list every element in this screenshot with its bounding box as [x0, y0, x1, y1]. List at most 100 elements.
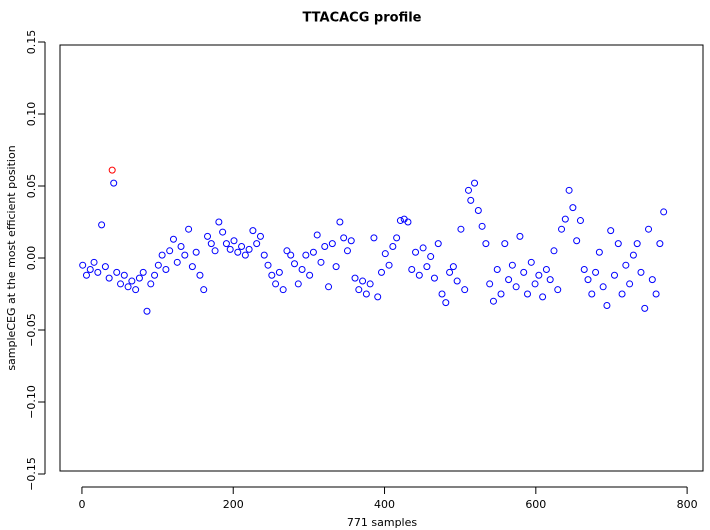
chart-title: TTACACG profile [303, 11, 422, 26]
point [90, 258, 98, 266]
point [393, 234, 401, 242]
point [366, 280, 374, 288]
point [120, 271, 128, 279]
point [253, 240, 261, 248]
point [241, 251, 249, 259]
point [336, 218, 344, 226]
point [128, 277, 136, 285]
point [446, 268, 454, 276]
point [188, 263, 196, 271]
point [313, 231, 321, 239]
y-tick-label: 0.05 [25, 174, 38, 199]
point [478, 222, 486, 230]
point [196, 271, 204, 279]
point [637, 268, 645, 276]
point [542, 266, 550, 274]
point [595, 248, 603, 256]
point [151, 271, 159, 279]
point [340, 234, 348, 242]
point [374, 293, 382, 301]
point [527, 258, 535, 266]
point [154, 261, 162, 269]
point [181, 251, 189, 259]
point [482, 240, 490, 248]
point [645, 225, 653, 233]
point [82, 271, 90, 279]
point [580, 266, 588, 274]
point [132, 286, 140, 294]
point [588, 290, 596, 298]
point [222, 240, 230, 248]
y-tick-label: −0.05 [25, 313, 38, 347]
point [584, 276, 592, 284]
point [516, 232, 524, 240]
point [618, 290, 626, 298]
point [512, 283, 520, 291]
point [306, 271, 314, 279]
point [275, 268, 283, 276]
point [211, 247, 219, 255]
point [614, 240, 622, 248]
y-tick-label: 0.15 [25, 30, 38, 55]
x-tick-label: 0 [78, 498, 85, 511]
point [113, 268, 121, 276]
point [505, 276, 513, 284]
point [105, 274, 113, 282]
point [370, 234, 378, 242]
point [652, 290, 660, 298]
point [79, 261, 87, 269]
point [98, 221, 106, 229]
point [362, 290, 370, 298]
point [166, 247, 174, 255]
point [565, 186, 573, 194]
point [264, 261, 272, 269]
point [283, 247, 291, 255]
point [143, 307, 151, 315]
point [192, 248, 200, 256]
point [298, 266, 306, 274]
x-tick-label: 600 [525, 498, 546, 511]
point [464, 186, 472, 194]
point [249, 227, 257, 235]
point [419, 244, 427, 252]
plot-box [59, 44, 704, 472]
point [660, 208, 668, 216]
point [94, 268, 102, 276]
point [474, 206, 482, 214]
point [629, 251, 637, 259]
point [573, 237, 581, 245]
point [508, 261, 516, 269]
point [486, 280, 494, 288]
point [219, 228, 227, 236]
point [238, 242, 246, 250]
point [147, 280, 155, 288]
point [268, 271, 276, 279]
point [423, 263, 431, 271]
point [412, 248, 420, 256]
point [162, 266, 170, 274]
point [302, 251, 310, 259]
point [404, 218, 412, 226]
point [139, 268, 147, 276]
point [415, 271, 423, 279]
point [279, 286, 287, 294]
point [260, 251, 268, 259]
point [287, 251, 295, 259]
point [158, 251, 166, 259]
point [177, 242, 185, 250]
point [332, 263, 340, 271]
point [497, 290, 505, 298]
point [501, 240, 509, 248]
x-tick-label: 400 [374, 498, 395, 511]
point [347, 237, 355, 245]
point [226, 245, 234, 253]
point [648, 276, 656, 284]
point [396, 217, 404, 225]
point [622, 261, 630, 269]
point [442, 299, 450, 307]
point [531, 280, 539, 288]
point [539, 293, 547, 301]
point [124, 283, 132, 291]
point [430, 274, 438, 282]
